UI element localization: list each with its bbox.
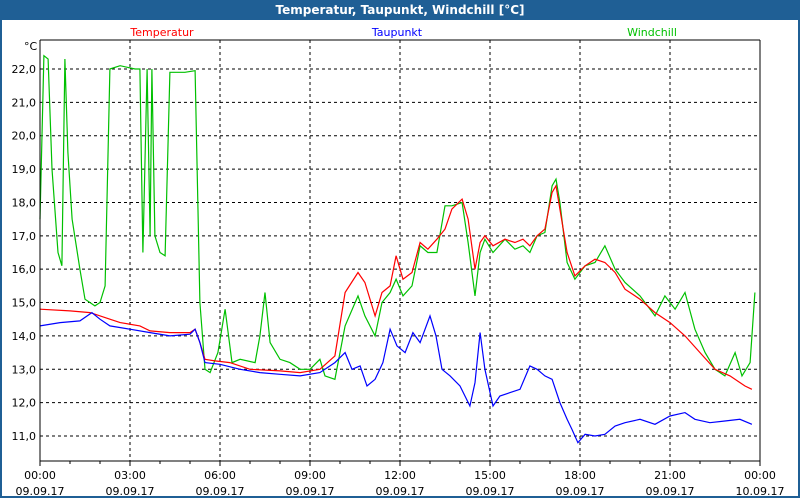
x-tick-time: 00:00: [744, 469, 776, 482]
y-tick-label: 14,0: [12, 330, 37, 343]
x-tick-date: 09.09.17: [16, 485, 65, 498]
x-tick-time: 18:00: [564, 469, 596, 482]
y-tick-label: 21,0: [12, 96, 37, 109]
x-tick-date: 09.09.17: [466, 485, 515, 498]
x-tick-time: 12:00: [384, 469, 416, 482]
y-axis-unit: °C: [24, 40, 38, 53]
x-tick-date: 09.09.17: [106, 485, 155, 498]
series-line-taupunkt: [39, 311, 753, 444]
x-tick-time: 06:00: [204, 469, 236, 482]
legend-taupunkt: Taupunkt: [371, 26, 423, 39]
x-tick-date: 09.09.17: [196, 485, 245, 498]
legend-windchill: Windchill: [627, 26, 677, 39]
y-tick-label: 20,0: [12, 130, 37, 143]
legend-temperatur: Temperatur: [129, 26, 194, 39]
y-tick-label: 15,0: [12, 297, 37, 310]
axes: 22,0 21,0 20,0 19,0 18,0 17,0 16,0 15,0 14,0 13,0…: [12, 39, 785, 498]
y-tick-label: 16,0: [12, 263, 37, 276]
y-tick-label: 18,0: [12, 196, 37, 209]
series-line-temperatur: [39, 184, 753, 390]
x-tick-time: 00:00: [24, 469, 56, 482]
y-tick-label: 19,0: [12, 163, 37, 176]
x-tick-time: 03:00: [114, 469, 146, 482]
y-tick-label: 13,0: [12, 363, 37, 376]
x-tick-time: 21:00: [654, 469, 686, 482]
y-tick-label: 17,0: [12, 230, 37, 243]
x-tick-date: 09.09.17: [376, 485, 425, 498]
y-tick-label: 11,0: [12, 430, 37, 443]
y-tick-label: 12,0: [12, 397, 37, 410]
x-tick-date: 09.09.17: [646, 485, 695, 498]
series-line-windchill: [39, 54, 756, 381]
y-tick-label: 22,0: [12, 63, 37, 76]
window-title: Temperatur, Taupunkt, Windchill [°C]: [0, 0, 800, 20]
x-tick-date: 10.09.17: [736, 485, 785, 498]
x-tick-time: 15:00: [474, 469, 506, 482]
x-tick-date: 09.09.17: [556, 485, 605, 498]
x-tick-time: 09:00: [294, 469, 326, 482]
x-tick-date: 09.09.17: [286, 485, 335, 498]
series-lines: [39, 54, 756, 444]
